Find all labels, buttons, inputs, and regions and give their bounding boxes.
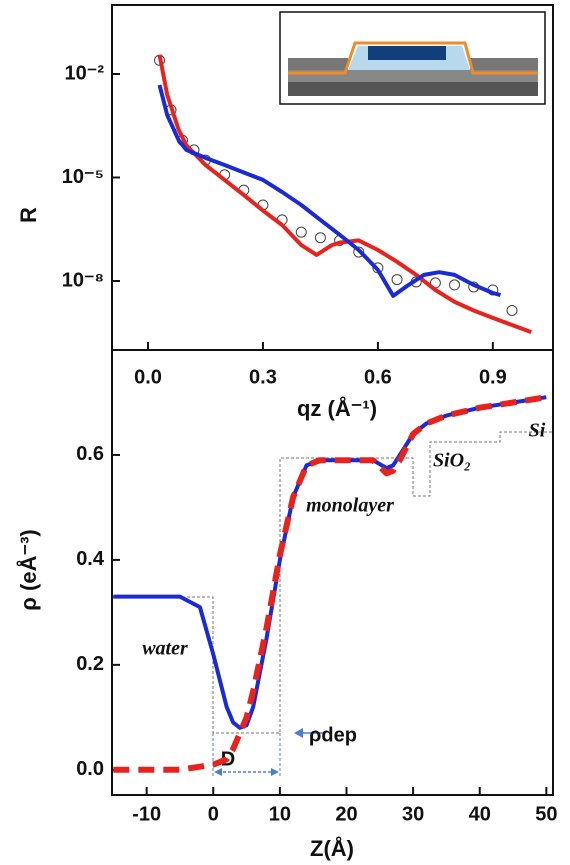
x-tick-label: 40 xyxy=(469,803,491,825)
y-tick-label: 0.0 xyxy=(76,758,104,780)
x-tick-label: 0.6 xyxy=(364,366,392,388)
x-tick-label: 0.0 xyxy=(134,366,162,388)
data-point xyxy=(314,232,326,244)
arrowhead xyxy=(271,768,279,776)
y-axis-label: ρ (eÅ⁻³) xyxy=(15,529,41,610)
series-line xyxy=(157,54,532,334)
annotation: SiO₂ xyxy=(433,450,471,472)
data-point xyxy=(449,279,461,291)
x-tick-label: 0.9 xyxy=(479,366,507,388)
arrowhead xyxy=(294,728,303,738)
x-tick-label: 20 xyxy=(335,803,357,825)
y-tick-label: 10⁻⁵ xyxy=(62,166,104,188)
x-axis-label: Z(Å) xyxy=(310,835,354,861)
x-tick-label: 30 xyxy=(402,803,424,825)
annotation: monolayer xyxy=(306,495,394,517)
x-tick-label: 0 xyxy=(208,803,219,825)
series-line xyxy=(157,84,502,298)
series-line xyxy=(113,394,547,773)
box-model xyxy=(112,431,553,734)
inset xyxy=(279,11,546,105)
data-point xyxy=(506,304,518,316)
x-tick-label: 10 xyxy=(269,803,291,825)
x-axis-label: qz (Å⁻¹) xyxy=(297,395,377,421)
annotation: water xyxy=(142,638,188,660)
data-point xyxy=(295,226,307,238)
data-point xyxy=(353,246,365,258)
y-tick-label: 0.2 xyxy=(76,653,104,675)
arrowhead xyxy=(214,768,222,776)
x-tick-label: -10 xyxy=(132,803,161,825)
x-tick-label: 50 xyxy=(535,803,557,825)
y-tick-label: 10⁻² xyxy=(65,62,105,84)
annotation: ρdep xyxy=(309,724,357,746)
data-point xyxy=(391,274,403,286)
series-line xyxy=(113,395,547,730)
plot-frame xyxy=(111,349,554,796)
y-tick-label: 10⁻⁸ xyxy=(62,269,104,291)
annotation: Si xyxy=(529,420,546,442)
y-tick-label: 0.4 xyxy=(76,548,105,570)
x-tick-label: 0.3 xyxy=(249,366,277,388)
y-axis-label: R xyxy=(16,207,41,223)
y-tick-label: 0.6 xyxy=(76,443,104,465)
